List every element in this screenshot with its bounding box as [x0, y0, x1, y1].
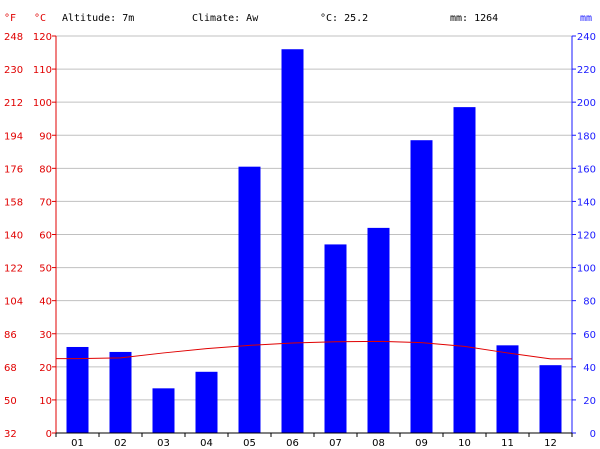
fahrenheit-tick-label: 32 [4, 429, 17, 440]
precipitation-bar [152, 388, 175, 433]
celsius-tick-label: 20 [39, 363, 52, 374]
month-label: 02 [114, 438, 127, 449]
temperature-line-path [56, 340, 572, 360]
precipitation-bar [281, 49, 304, 433]
celsius-tick-label: 50 [39, 264, 52, 275]
fahrenheit-tick-label: 176 [4, 164, 23, 175]
mm-tick-label: 80 [583, 297, 596, 308]
fahrenheit-unit-label: °F [4, 13, 16, 24]
mm-tick-label: 60 [583, 330, 596, 341]
gridlines [56, 35, 572, 434]
fahrenheit-tick-label: 158 [4, 197, 23, 208]
mm-tick-label: 20 [583, 396, 596, 407]
fahrenheit-tick-label: 140 [4, 231, 23, 242]
mm-tick-label: 220 [577, 65, 596, 76]
precipitation-bar [496, 345, 519, 433]
precipitation-bar [539, 365, 562, 433]
celsius-tick-label: 90 [39, 131, 52, 142]
celsius-tick-label: 70 [39, 197, 52, 208]
celsius-tick-label: 60 [39, 231, 52, 242]
mm-tick-label: 240 [577, 32, 596, 43]
month-label: 11 [501, 438, 514, 449]
precipitation-bar [66, 346, 89, 433]
fahrenheit-tick-label: 212 [4, 98, 23, 109]
fahrenheit-tick-label: 104 [4, 297, 23, 308]
celsius-tick-label: 80 [39, 164, 52, 175]
precipitation-bar [195, 371, 218, 433]
celsius-unit-label: °C [34, 13, 46, 24]
mm-tick-label: 140 [577, 197, 596, 208]
celsius-tick-label: 100 [33, 98, 52, 109]
fahrenheit-tick-label: 68 [4, 363, 17, 374]
altitude-label: Altitude: 7m [62, 13, 134, 24]
precipitation-bars [66, 49, 562, 434]
fahrenheit-tick-label: 230 [4, 65, 23, 76]
celsius-tick-label: 40 [39, 297, 52, 308]
mm-tick-label: 100 [577, 264, 596, 275]
axes [52, 35, 576, 437]
celsius-tick-label: 10 [39, 396, 52, 407]
mm-tick-label: 160 [577, 164, 596, 175]
mm-unit-label: mm [580, 13, 592, 24]
fahrenheit-tick-label: 194 [4, 131, 23, 142]
total-precipitation-label: mm: 1264 [450, 13, 498, 24]
average-temperature-label: °C: 25.2 [320, 13, 368, 24]
mm-tick-label: 200 [577, 98, 596, 109]
mm-tick-label: 180 [577, 131, 596, 142]
precipitation-bar [367, 227, 390, 433]
precipitation-bar [238, 166, 261, 433]
month-label: 12 [544, 438, 557, 449]
month-label: 05 [243, 438, 256, 449]
fahrenheit-tick-label: 50 [4, 396, 17, 407]
mm-tick-label: 0 [590, 429, 596, 440]
month-label: 07 [329, 438, 342, 449]
month-label: 08 [372, 438, 385, 449]
month-label: 09 [415, 438, 428, 449]
month-label: 04 [200, 438, 213, 449]
celsius-tick-label: 120 [33, 32, 52, 43]
mm-tick-label: 40 [583, 363, 596, 374]
month-label: 01 [71, 438, 84, 449]
celsius-tick-label: 110 [33, 65, 52, 76]
celsius-tick-label: 30 [39, 330, 52, 341]
month-label: 03 [157, 438, 170, 449]
precipitation-bar [453, 107, 476, 434]
month-label: 10 [458, 438, 471, 449]
precipitation-bar [109, 351, 132, 433]
fahrenheit-tick-label: 122 [4, 264, 23, 275]
temperature-line [56, 340, 572, 360]
celsius-tick-label: 0 [46, 429, 52, 440]
fahrenheit-tick-label: 248 [4, 32, 23, 43]
precipitation-bar [410, 140, 433, 433]
precipitation-bar [324, 244, 347, 433]
month-label: 06 [286, 438, 299, 449]
fahrenheit-tick-label: 86 [4, 330, 17, 341]
mm-tick-label: 120 [577, 231, 596, 242]
climate-label: Climate: Aw [192, 13, 259, 24]
